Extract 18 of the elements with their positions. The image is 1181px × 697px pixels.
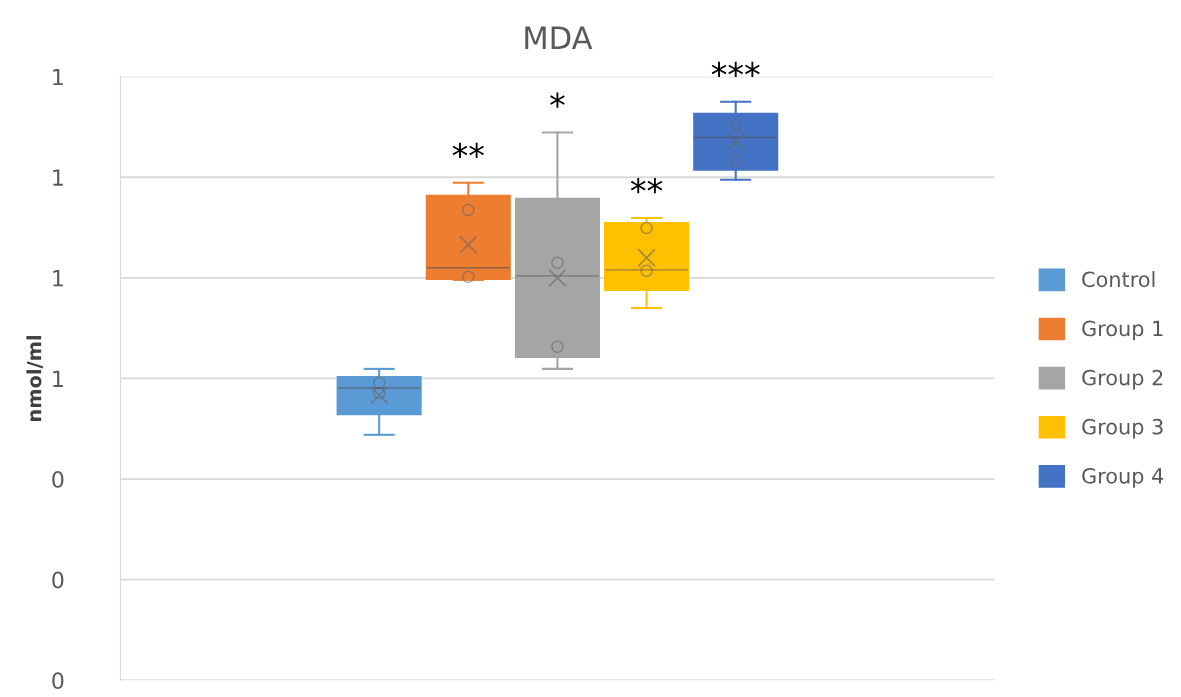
y-tick-label: 0 (52, 471, 64, 488)
chart-title: MDA (525, 26, 593, 49)
annotation: ** (630, 178, 663, 194)
legend-label: Group 2 (1082, 369, 1163, 390)
y-tick-label: 1 (53, 370, 63, 387)
y-tick-label: 0 (52, 571, 64, 589)
y-tick-label: 1 (53, 270, 63, 287)
y-tick-label: 1 (53, 169, 63, 186)
y-axis-title: nmol/ml (26, 336, 43, 421)
annotation: *** (711, 61, 760, 78)
y-tick-label: 1 (53, 68, 63, 86)
legend-label: Group 4 (1082, 467, 1164, 488)
legend-label: Group 3 (1082, 418, 1163, 439)
legend-label: Control (1082, 271, 1155, 288)
annotation: * (550, 92, 565, 108)
y-tick-label: 0 (52, 672, 64, 690)
annotation: ** (452, 142, 484, 158)
legend-label: Group 1 (1082, 320, 1163, 341)
